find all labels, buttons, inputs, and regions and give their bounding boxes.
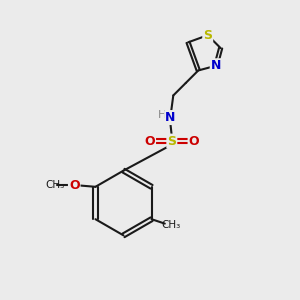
Text: N: N [211,59,221,72]
Text: S: S [203,29,212,42]
Text: S: S [167,135,176,148]
Text: N: N [165,111,176,124]
Text: O: O [69,179,80,192]
Text: CH₃: CH₃ [162,220,181,230]
Text: CH₃: CH₃ [46,180,65,190]
Text: O: O [189,135,199,148]
Text: O: O [144,135,155,148]
Text: H: H [158,110,166,120]
